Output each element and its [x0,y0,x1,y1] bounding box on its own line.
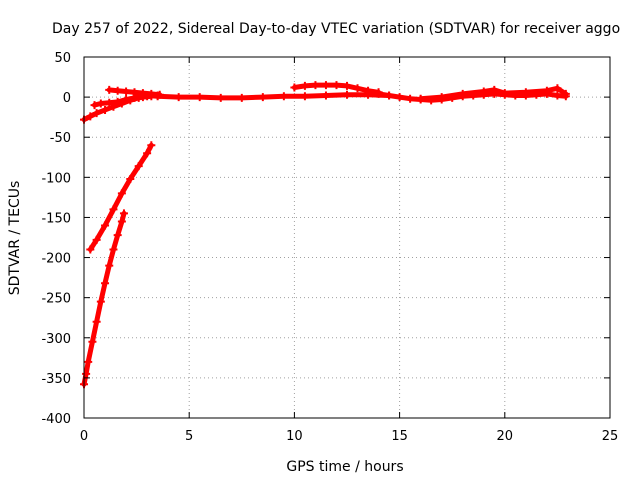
y-tick-label: 50 [54,51,71,66]
x-tick-label: 25 [602,429,619,444]
data-point [479,87,488,96]
data-point [300,92,309,101]
series-line [87,142,154,252]
data-point [92,109,101,118]
data-point [437,93,446,102]
data-point [374,89,383,98]
data-point [147,141,156,150]
data-point [553,91,562,100]
x-axis-title: GPS time / hours [286,459,403,475]
data-point [385,91,394,100]
data-point [109,245,118,254]
data-point [92,317,101,326]
y-tick-label: -50 [50,131,71,146]
data-point [109,205,118,214]
data-point [153,92,162,101]
data-point [117,217,126,226]
data-point [101,105,110,114]
y-tick-label: -350 [41,372,71,387]
data-point [86,112,95,121]
data-point [96,99,105,108]
data-point [119,209,128,218]
y-tick-label: -150 [41,211,71,226]
y-tick-label: -200 [41,252,71,267]
data-point [321,81,330,90]
data-point [300,81,309,90]
data-point [105,98,114,107]
plot-frame [83,56,611,419]
data-point [86,245,95,254]
data-point [395,93,404,102]
data-point [143,149,152,158]
data-point [96,297,105,306]
y-tick-label: -100 [41,171,71,186]
data-point [122,87,131,96]
data-point [90,101,99,110]
data-point [84,357,93,366]
data-point [237,93,246,102]
x-tick-label: 0 [80,429,88,444]
data-point [92,235,101,244]
data-point [332,81,341,90]
data-point [174,93,183,102]
data-point [364,86,373,95]
x-tick-label: 15 [391,429,408,444]
ticks: 0 5 10 15 20 25 -400 -350 -300 -250 -200 -150 -100 -5… [41,51,618,444]
y-tick-label: -250 [41,292,71,307]
data-point [553,84,562,93]
data-point [216,93,225,102]
data-point [101,279,110,288]
data-point [406,94,415,103]
data-point [105,85,114,94]
data-point [134,162,143,171]
data-point [290,83,299,92]
y-tick-label: -300 [41,332,71,347]
y-tick-label: 0 [63,91,71,106]
x-tick-label: 10 [286,429,303,444]
data-point [105,261,114,270]
x-tick-label: 5 [185,429,193,444]
data-point [561,89,570,98]
y-axis-title: SDTVAR / TECUs [7,181,23,296]
data-point [132,90,141,99]
grid [84,57,610,418]
data-point [542,86,551,95]
data-point [122,95,131,104]
data-point [113,97,122,106]
x-tick-label: 20 [497,429,514,444]
data-point [82,369,91,378]
data-point [101,221,110,230]
data-point [113,86,122,95]
data-point [353,84,362,93]
data-point [343,90,351,99]
data-point [88,337,97,346]
data-point [490,85,499,94]
data-point [458,89,467,98]
data-point [321,91,330,100]
series-group [80,81,570,389]
data-point [343,81,351,90]
y-tick-label: -400 [41,412,71,427]
data-point [279,92,288,101]
data-point [113,231,122,240]
data-point [195,93,204,102]
data-point [258,93,267,102]
data-point [416,94,425,103]
chart-title: Day 257 of 2022, Sidereal Day-to-day VTE… [52,21,620,37]
data-point [311,81,320,90]
series-line [418,85,569,102]
data-point [500,89,509,98]
data-point [126,174,135,183]
data-point [521,88,530,97]
data-point [117,189,126,198]
